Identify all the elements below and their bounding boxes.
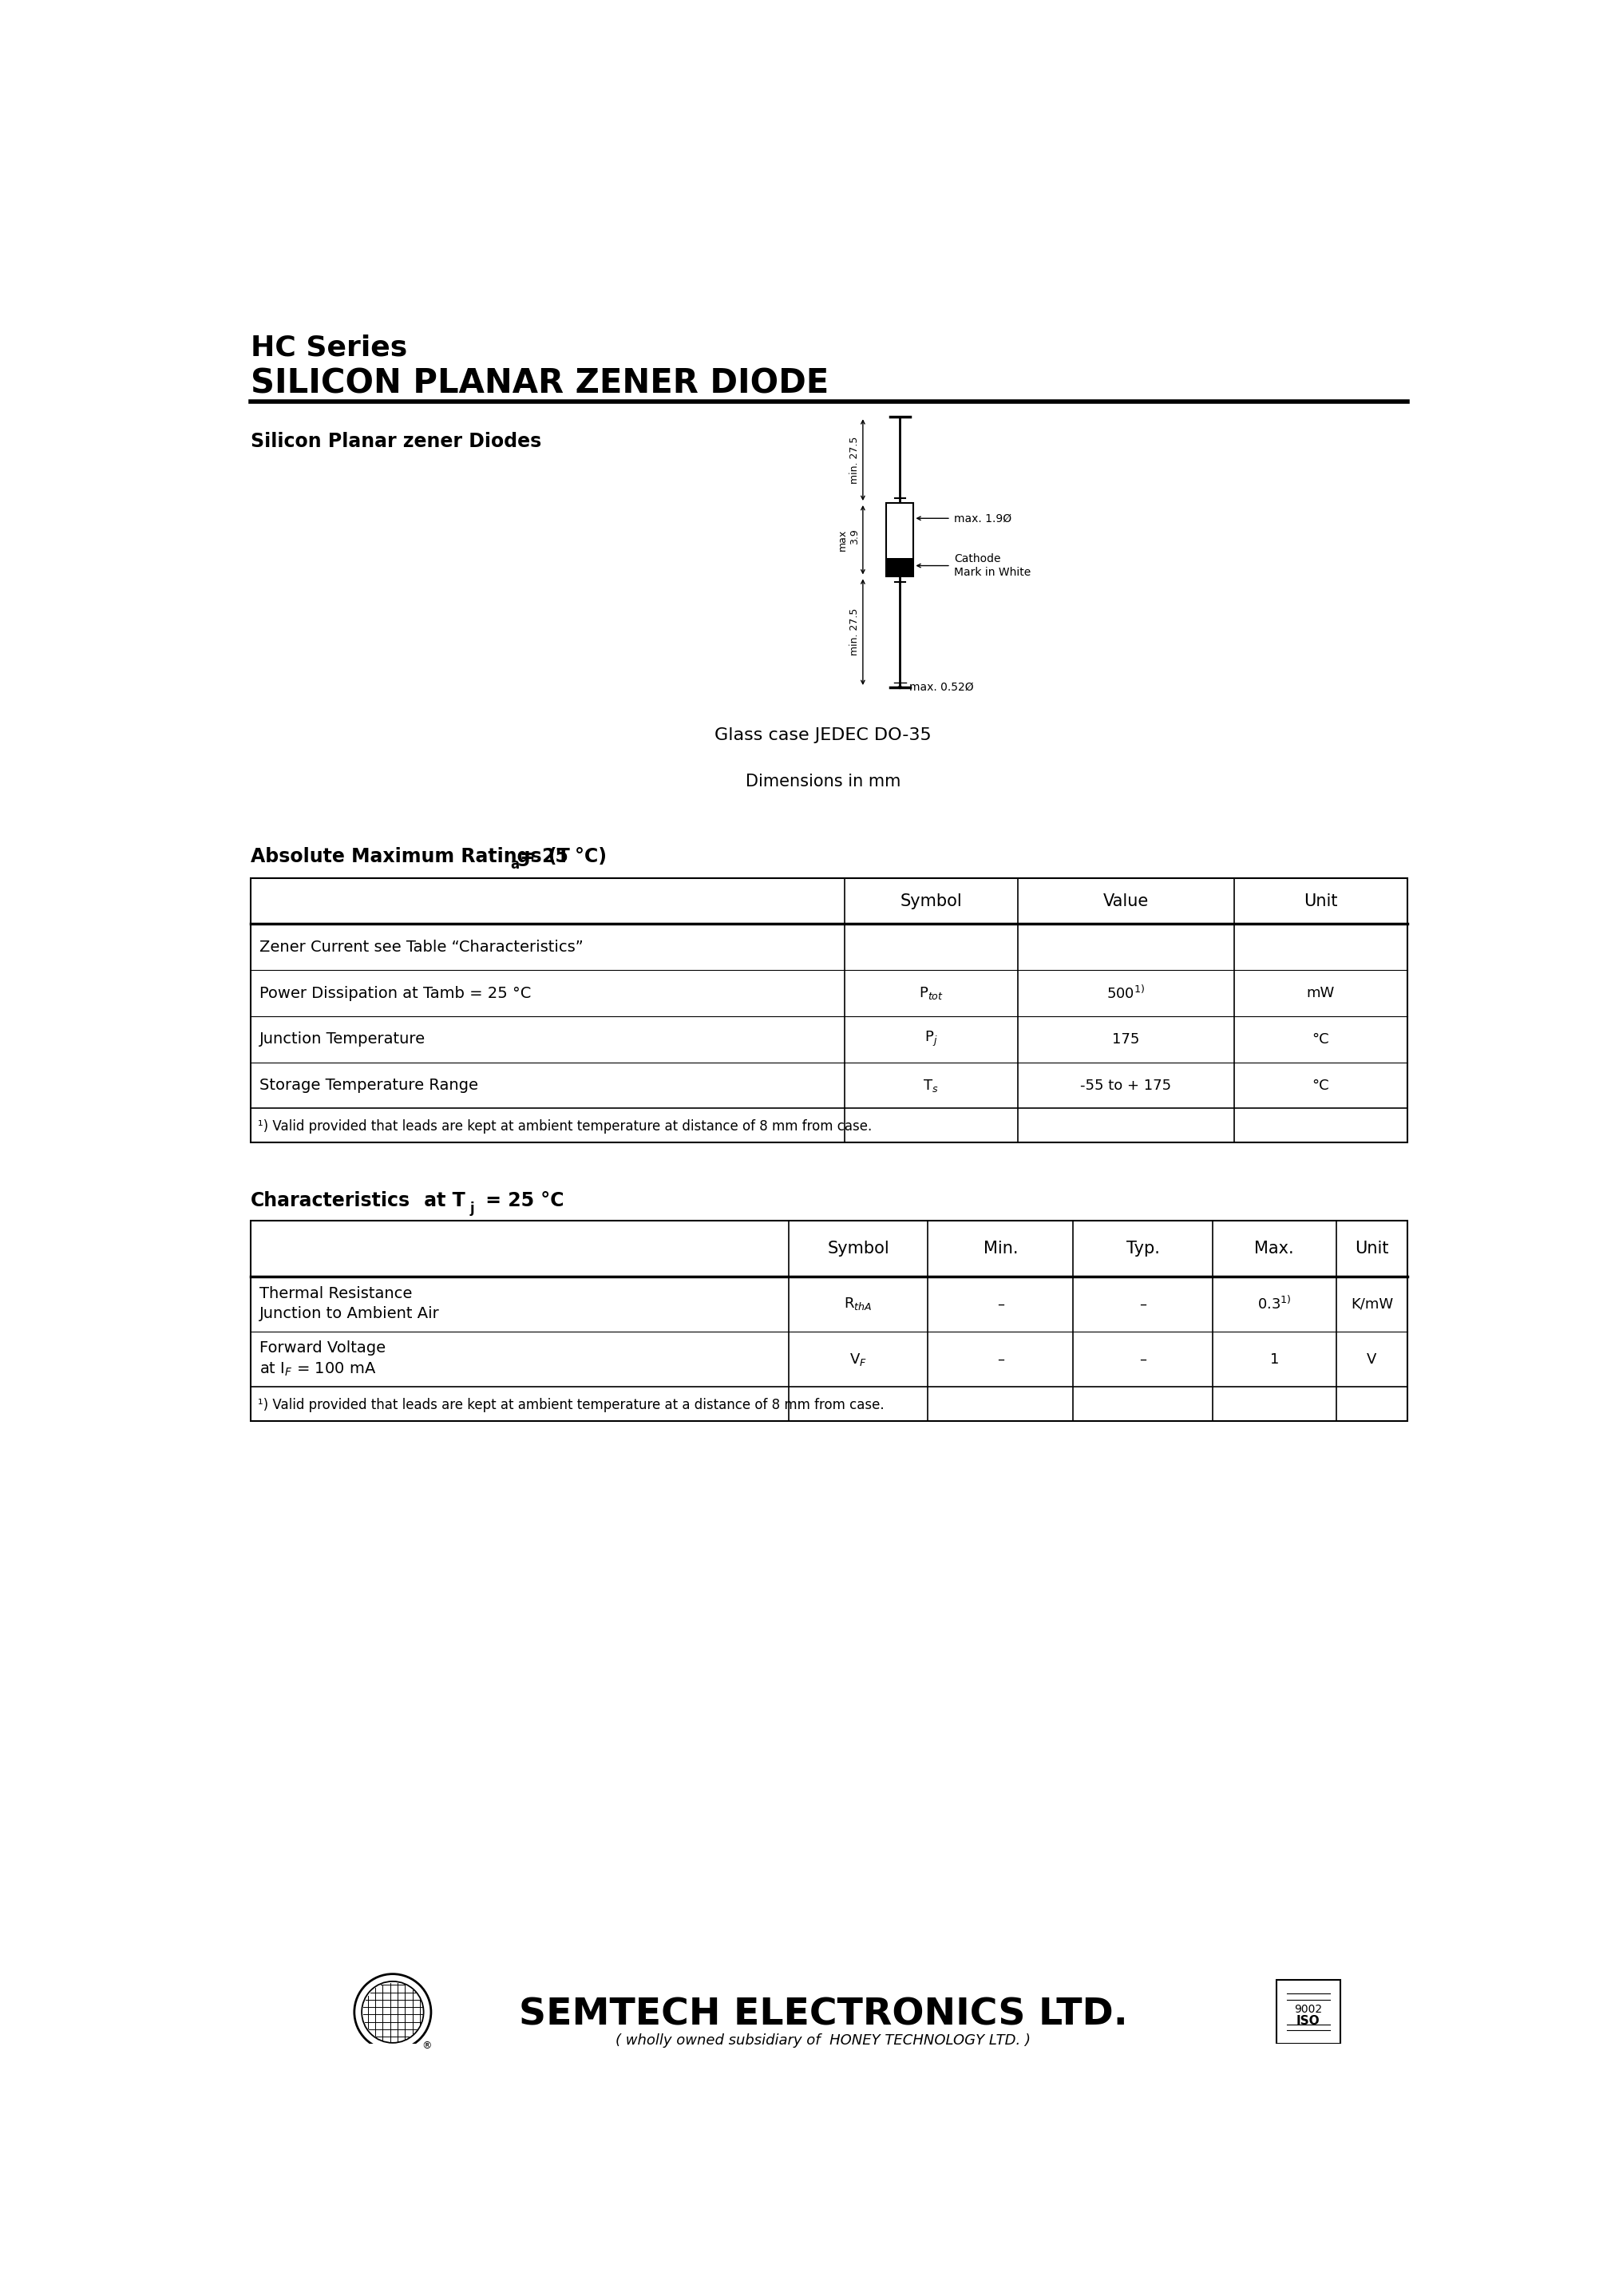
Text: max. 0.52Ø: max. 0.52Ø — [910, 682, 974, 693]
Text: 0.3$^{1)}$: 0.3$^{1)}$ — [1257, 1295, 1292, 1313]
Text: at T: at T — [418, 1192, 464, 1210]
Text: min. 27.5: min. 27.5 — [850, 436, 860, 484]
Bar — [887, 503, 914, 576]
Text: Characteristics: Characteristics — [251, 1192, 410, 1210]
Text: Power Dissipation at Tamb = 25 °C: Power Dissipation at Tamb = 25 °C — [260, 985, 532, 1001]
Text: Junction Temperature: Junction Temperature — [260, 1031, 426, 1047]
Text: 9002: 9002 — [1294, 2004, 1323, 2014]
Text: Thermal Resistance
Junction to Ambient Air: Thermal Resistance Junction to Ambient A… — [260, 1286, 440, 1322]
Text: V: V — [1368, 1352, 1377, 1366]
Text: SEMTECH ELECTRONICS LTD.: SEMTECH ELECTRONICS LTD. — [519, 1998, 1128, 2032]
Bar — [251, 877, 1408, 1143]
Text: max
3.9: max 3.9 — [837, 528, 860, 551]
Text: –: – — [1139, 1297, 1146, 1311]
Text: –: – — [996, 1297, 1004, 1311]
Text: Cathode
Mark in White: Cathode Mark in White — [955, 553, 1030, 579]
Text: Absolute Maximum Ratings (T: Absolute Maximum Ratings (T — [251, 847, 569, 866]
Bar — [887, 558, 914, 576]
Text: Dimensions in mm: Dimensions in mm — [746, 774, 902, 790]
Text: Unit: Unit — [1303, 893, 1337, 909]
Text: R$_{thA}$: R$_{thA}$ — [844, 1295, 873, 1311]
Text: °C: °C — [1311, 1079, 1329, 1093]
Text: 1: 1 — [1270, 1352, 1279, 1366]
Text: ¹) Valid provided that leads are kept at ambient temperature at a distance of 8 : ¹) Valid provided that leads are kept at… — [257, 1398, 884, 1412]
Text: Symbol: Symbol — [828, 1240, 889, 1256]
Text: ISO: ISO — [1297, 2016, 1321, 2027]
Bar — [1276, 1979, 1340, 2043]
Text: HC Series: HC Series — [251, 333, 407, 360]
Text: Zener Current see Table “Characteristics”: Zener Current see Table “Characteristics… — [260, 939, 583, 955]
Text: Storage Temperature Range: Storage Temperature Range — [260, 1077, 479, 1093]
Text: –: – — [996, 1352, 1004, 1366]
Text: Glass case JEDEC DO-35: Glass case JEDEC DO-35 — [715, 728, 932, 744]
Circle shape — [354, 1975, 431, 2050]
Text: V$_{F}$: V$_{F}$ — [850, 1352, 866, 1366]
Text: min. 27.5: min. 27.5 — [850, 608, 860, 657]
Text: Typ.: Typ. — [1127, 1240, 1160, 1256]
Text: –: – — [1139, 1352, 1146, 1366]
Text: max. 1.9Ø: max. 1.9Ø — [955, 512, 1011, 523]
Text: °C: °C — [1311, 1033, 1329, 1047]
Text: Forward Voltage
at I$_{F}$ = 100 mA: Forward Voltage at I$_{F}$ = 100 mA — [260, 1341, 386, 1378]
Circle shape — [362, 1981, 424, 2043]
Text: ¹) Valid provided that leads are kept at ambient temperature at distance of 8 mm: ¹) Valid provided that leads are kept at… — [257, 1120, 873, 1134]
Text: -55 to + 175: -55 to + 175 — [1080, 1079, 1172, 1093]
Text: ®: ® — [421, 2041, 432, 2050]
Text: T$_{s}$: T$_{s}$ — [922, 1077, 938, 1093]
Text: Symbol: Symbol — [900, 893, 963, 909]
Text: 175: 175 — [1112, 1033, 1139, 1047]
Text: a: a — [509, 856, 519, 872]
Text: Max.: Max. — [1255, 1240, 1294, 1256]
Bar — [251, 1221, 1408, 1421]
Text: K/mW: K/mW — [1350, 1297, 1393, 1311]
Text: j: j — [469, 1201, 474, 1215]
Text: Value: Value — [1102, 893, 1149, 909]
Text: Min.: Min. — [983, 1240, 1017, 1256]
Text: P$_{j}$: P$_{j}$ — [924, 1031, 937, 1049]
Text: SILICON PLANAR ZENER DIODE: SILICON PLANAR ZENER DIODE — [251, 367, 829, 400]
Text: 500$^{1)}$: 500$^{1)}$ — [1107, 985, 1146, 1001]
Text: ( wholly owned subsidiary of  HONEY TECHNOLOGY LTD. ): ( wholly owned subsidiary of HONEY TECHN… — [615, 2034, 1030, 2048]
Text: Silicon Planar zener Diodes: Silicon Planar zener Diodes — [251, 432, 542, 452]
Text: mW: mW — [1306, 985, 1335, 1001]
Text: = 25 °C): = 25 °C) — [519, 847, 606, 866]
Text: = 25 °C: = 25 °C — [479, 1192, 564, 1210]
Text: Unit: Unit — [1355, 1240, 1388, 1256]
Text: P$_{tot}$: P$_{tot}$ — [919, 985, 943, 1001]
